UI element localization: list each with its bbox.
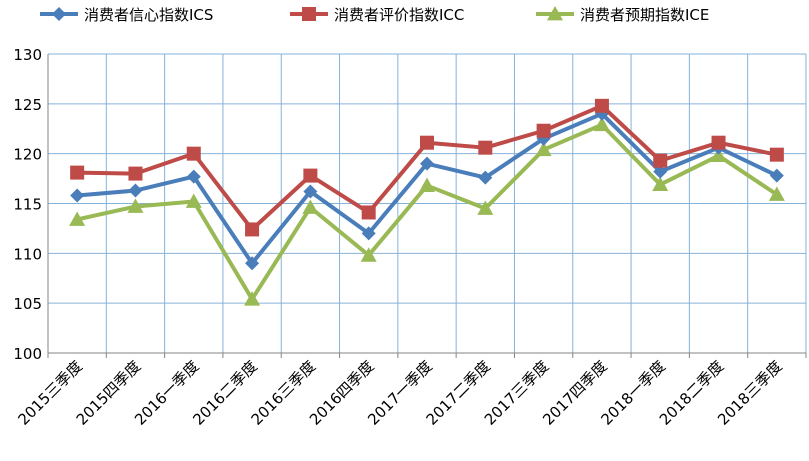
data-point <box>128 183 143 198</box>
data-point <box>653 164 668 179</box>
data-point <box>361 226 376 241</box>
legend-label: 消费者预期指数ICE <box>580 6 709 24</box>
data-point <box>535 141 552 157</box>
data-point <box>420 156 434 171</box>
data-point <box>478 170 493 185</box>
data-point <box>711 135 726 150</box>
data-point <box>303 168 318 183</box>
legend-item: 消费者评价指数ICC <box>290 6 464 24</box>
data-point <box>547 6 563 21</box>
legend-item: 消费者信心指数ICS <box>40 6 213 24</box>
y-tick-label: 120 <box>13 146 42 164</box>
y-tick-label: 115 <box>13 196 42 214</box>
x-tick-labels: 2015三季度2015四季度2016一季度2016二季度2016三季度2016四… <box>14 357 785 429</box>
data-point <box>361 205 376 220</box>
data-point <box>769 168 784 183</box>
data-point <box>593 116 610 132</box>
data-point <box>302 199 319 214</box>
data-point <box>302 7 316 21</box>
data-point <box>536 123 551 138</box>
series-3 <box>69 116 785 306</box>
data-point <box>128 166 143 181</box>
series-2 <box>70 98 784 237</box>
data-point <box>360 247 377 262</box>
y-tick-label: 100 <box>13 345 42 363</box>
data-point <box>185 193 202 208</box>
data-point <box>653 153 668 168</box>
y-tick-label: 105 <box>13 295 42 313</box>
data-point <box>244 291 261 306</box>
y-tick-label: 110 <box>13 245 42 263</box>
data-point <box>769 147 784 162</box>
data-point <box>768 186 785 201</box>
data-point <box>186 146 201 161</box>
series-lines <box>69 98 785 306</box>
y-tick-label: 130 <box>13 46 42 64</box>
data-point <box>69 211 86 226</box>
series-line <box>76 122 778 302</box>
data-point <box>710 147 727 163</box>
data-point <box>478 140 493 155</box>
legend: 消费者信心指数ICS 消费者评价指数ICC 消费者预期指数ICE <box>40 6 709 24</box>
legend-label: 消费者信心指数ICS <box>84 6 213 24</box>
gridlines <box>47 53 807 353</box>
data-point <box>594 98 609 113</box>
y-tick-label: 125 <box>13 96 42 114</box>
data-point <box>52 7 66 21</box>
data-point <box>70 188 85 203</box>
data-point <box>303 184 318 199</box>
data-point <box>420 135 434 150</box>
data-point <box>70 165 85 180</box>
y-tick-labels: 100 105 110 115 120 125 130 <box>13 46 42 363</box>
data-point <box>477 200 494 215</box>
data-point <box>245 222 260 237</box>
legend-item: 消费者预期指数ICE <box>536 6 709 24</box>
legend-label: 消费者评价指数ICC <box>334 6 464 24</box>
data-point <box>127 198 144 213</box>
data-point <box>419 177 435 192</box>
axes <box>47 54 807 358</box>
data-point <box>245 256 260 271</box>
data-point <box>652 176 669 191</box>
data-point <box>186 169 201 184</box>
